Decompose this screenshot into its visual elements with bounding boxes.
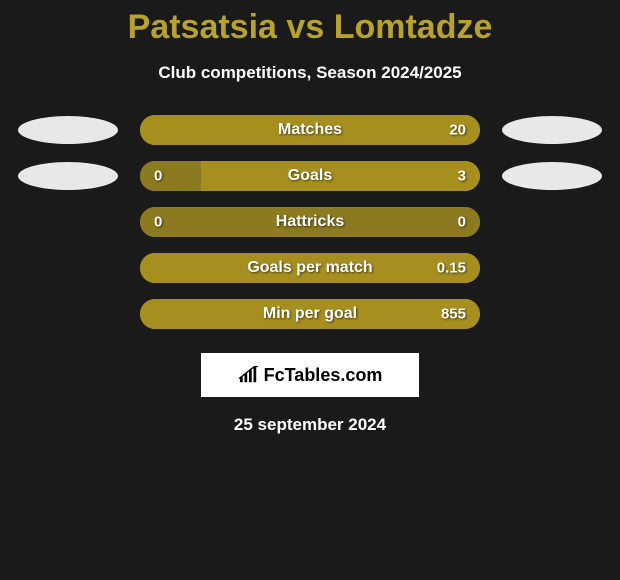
stat-label: Min per goal	[263, 305, 357, 323]
stat-value-right: 0.15	[437, 260, 466, 277]
stat-row: 0 3 Goals	[0, 161, 620, 191]
stat-label: Goals per match	[247, 259, 372, 277]
stat-bar: 0.15 Goals per match	[140, 253, 480, 283]
chart-icon	[238, 366, 260, 384]
stat-bar: 855 Min per goal	[140, 299, 480, 329]
stat-row: 0 0 Hattricks	[0, 207, 620, 237]
title-vs: vs	[286, 8, 324, 46]
stat-row: 20 Matches	[0, 115, 620, 145]
subtitle: Club competitions, Season 2024/2025	[0, 63, 620, 83]
comparison-card: Patsatsia vs Lomtadze Club competitions,…	[0, 0, 620, 435]
title-player2: Lomtadze	[334, 8, 493, 46]
stat-label: Hattricks	[276, 213, 344, 231]
stat-bar: 0 3 Goals	[140, 161, 480, 191]
stat-value-right: 20	[449, 122, 466, 139]
bar-fill-left	[140, 161, 201, 191]
bar-fill-right	[201, 161, 480, 191]
stat-value-right: 0	[458, 214, 466, 231]
branding-badge[interactable]: FcTables.com	[201, 353, 419, 397]
page-title: Patsatsia vs Lomtadze	[0, 8, 620, 47]
title-player1: Patsatsia	[128, 8, 277, 46]
stat-value-right: 3	[458, 168, 466, 185]
stats-section: 20 Matches 0 3 Goals 0 0 Hattricks 0.15 Goals per…	[0, 115, 620, 329]
stat-value-left: 0	[154, 214, 162, 231]
stat-label: Goals	[288, 167, 332, 185]
stat-row: 855 Min per goal	[0, 299, 620, 329]
branding-text: FcTables.com	[264, 365, 383, 386]
stat-bar: 0 0 Hattricks	[140, 207, 480, 237]
player-ellipse-left	[18, 116, 118, 144]
date-text: 25 september 2024	[0, 415, 620, 435]
stat-row: 0.15 Goals per match	[0, 253, 620, 283]
stat-label: Matches	[278, 121, 342, 139]
player-ellipse-right	[502, 162, 602, 190]
stat-value-left: 0	[154, 168, 162, 185]
player-ellipse-right	[502, 116, 602, 144]
stat-bar: 20 Matches	[140, 115, 480, 145]
player-ellipse-left	[18, 162, 118, 190]
stat-value-right: 855	[441, 306, 466, 323]
